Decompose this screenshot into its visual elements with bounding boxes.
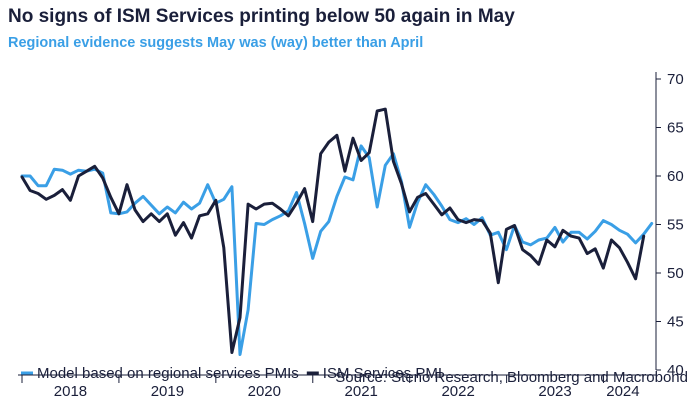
y-axis-ticks: 40 45 50 55 60 65 70 bbox=[656, 71, 684, 379]
y-tick-label: 60 bbox=[667, 168, 684, 185]
legend: Model based on regional services PMIs ISM… bbox=[21, 365, 442, 382]
chart-subtitle: Regional evidence suggests May was (way)… bbox=[8, 35, 424, 51]
y-tick-label: 50 bbox=[667, 265, 684, 282]
source-note: Source: Steno Research, Bloomberg and Ma… bbox=[335, 369, 688, 386]
series-line-1 bbox=[20, 107, 646, 354]
x-tick-label: 2023 bbox=[538, 383, 571, 400]
series-layer bbox=[20, 107, 654, 356]
x-tick-label: 2024 bbox=[606, 383, 639, 400]
y-tick-label: 45 bbox=[667, 314, 684, 331]
x-tick-label: 2018 bbox=[54, 383, 87, 400]
y-tick-label: 70 bbox=[667, 71, 684, 88]
x-tick-label: 2019 bbox=[151, 383, 184, 400]
x-tick-label: 2021 bbox=[345, 383, 378, 400]
chart-title: No signs of ISM Services printing below … bbox=[8, 6, 515, 27]
series-line-0 bbox=[20, 144, 654, 356]
x-axis-ticks: 2018 2019 2020 2021 2022 2023 2024 bbox=[21, 375, 640, 400]
x-tick-label: 2020 bbox=[248, 383, 281, 400]
y-tick-label: 65 bbox=[667, 120, 684, 137]
legend-label-0: Model based on regional services PMIs bbox=[37, 365, 299, 382]
y-tick-label: 40 bbox=[667, 362, 684, 379]
x-tick-label: 2022 bbox=[441, 383, 474, 400]
y-tick-label: 55 bbox=[667, 217, 684, 234]
legend-label-1: ISM Services PMI bbox=[323, 365, 442, 382]
